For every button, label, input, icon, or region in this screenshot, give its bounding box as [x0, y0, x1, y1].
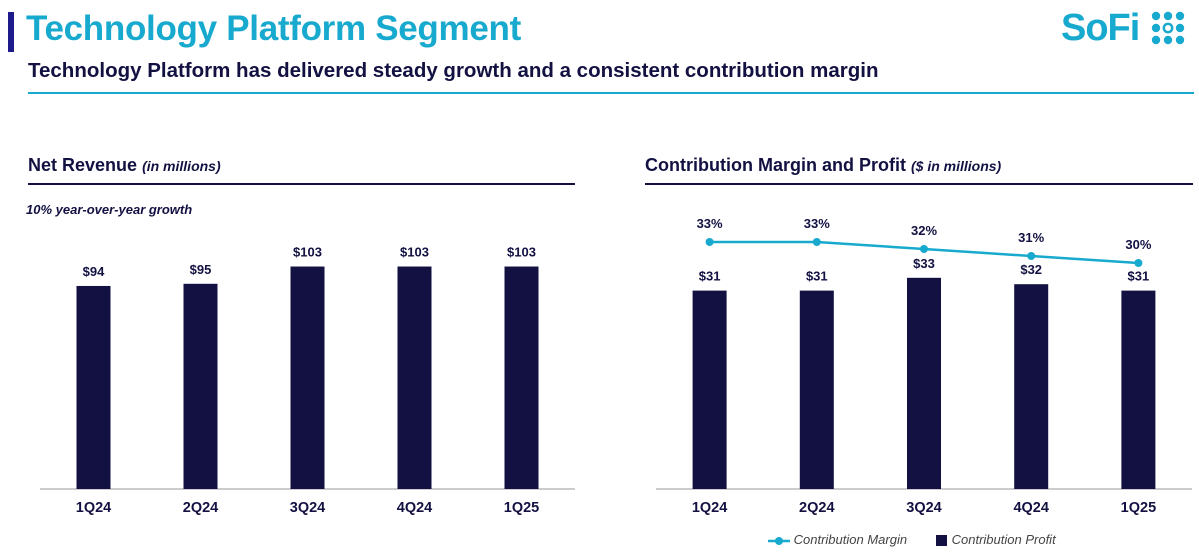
contribution-x-tick-label: 1Q25	[1121, 500, 1156, 516]
revenue-bar	[183, 283, 218, 489]
revenue-data-label: $103	[507, 245, 536, 260]
sofi-logo: SoFi	[1061, 6, 1191, 50]
net-revenue-divider	[28, 183, 575, 185]
margin-point	[1027, 252, 1036, 260]
contribution-title-text: Contribution Margin and Profit	[645, 155, 906, 175]
net-revenue-title: Net Revenue (in millions)	[28, 155, 221, 176]
margin-data-label: 32%	[911, 223, 937, 238]
page-subtitle: Technology Platform has delivered steady…	[28, 59, 879, 82]
net-revenue-title-text: Net Revenue	[28, 155, 138, 175]
net-revenue-unit: (in millions)	[142, 158, 221, 174]
title-accent-bar	[8, 12, 14, 52]
revenue-data-label: $95	[190, 262, 212, 277]
revenue-x-tick-label: 2Q24	[183, 500, 218, 516]
revenue-data-label: $94	[83, 264, 105, 279]
legend-bar-marker	[936, 534, 947, 546]
contribution-x-tick-label: 3Q24	[906, 500, 941, 516]
margin-data-label: 33%	[804, 216, 830, 231]
profit-data-label: $32	[1020, 262, 1042, 277]
contribution-x-tick-label: 4Q24	[1013, 500, 1048, 516]
revenue-bar	[76, 285, 111, 489]
contribution-unit: ($ in millions)	[910, 158, 1002, 174]
profit-data-label: $31	[699, 269, 721, 284]
legend-label-margin: Contribution Margin	[793, 532, 908, 547]
header-divider	[28, 92, 1194, 94]
legend-contribution-profit: Contribution Profit	[936, 532, 1056, 547]
revenue-x-tick-label: 1Q25	[504, 500, 539, 516]
logo-text: SoFi	[1061, 7, 1140, 49]
profit-bar	[1014, 284, 1049, 489]
revenue-bar	[290, 266, 325, 489]
revenue-x-tick-label: 4Q24	[397, 500, 432, 516]
revenue-bar	[504, 266, 539, 489]
page-title: Technology Platform Segment	[26, 9, 521, 48]
profit-bar	[907, 277, 941, 489]
revenue-x-tick-label: 3Q24	[290, 500, 325, 516]
contribution-x-tick-label: 1Q24	[692, 500, 727, 516]
margin-data-label: 30%	[1125, 237, 1151, 252]
legend-line-marker	[768, 536, 790, 545]
revenue-data-label: $103	[400, 245, 429, 260]
revenue-bar	[397, 266, 432, 489]
contribution-title: Contribution Margin and Profit ($ in mil…	[645, 155, 1001, 176]
margin-data-label: 31%	[1018, 230, 1044, 245]
contribution-x-tick-label: 2Q24	[799, 500, 834, 516]
profit-bar	[1121, 290, 1156, 489]
profit-data-label: $31	[806, 269, 828, 284]
legend-label-profit: Contribution Profit	[951, 532, 1056, 547]
growth-note: 10% year-over-year growth	[26, 202, 193, 217]
revenue-x-tick-label: 1Q24	[76, 500, 111, 516]
margin-data-label: 33%	[697, 216, 723, 231]
profit-data-label: $33	[913, 256, 935, 271]
dot-grid-icon	[1151, 11, 1185, 45]
margin-point	[812, 238, 821, 246]
margin-point	[1134, 259, 1143, 267]
profit-bar	[692, 290, 727, 489]
profit-bar	[799, 290, 834, 489]
revenue-data-label: $103	[293, 245, 322, 260]
margin-point	[705, 238, 714, 246]
contribution-divider	[645, 183, 1193, 185]
profit-data-label: $31	[1128, 269, 1150, 284]
margin-point	[920, 245, 928, 253]
legend-contribution-margin: Contribution Margin	[768, 532, 907, 547]
